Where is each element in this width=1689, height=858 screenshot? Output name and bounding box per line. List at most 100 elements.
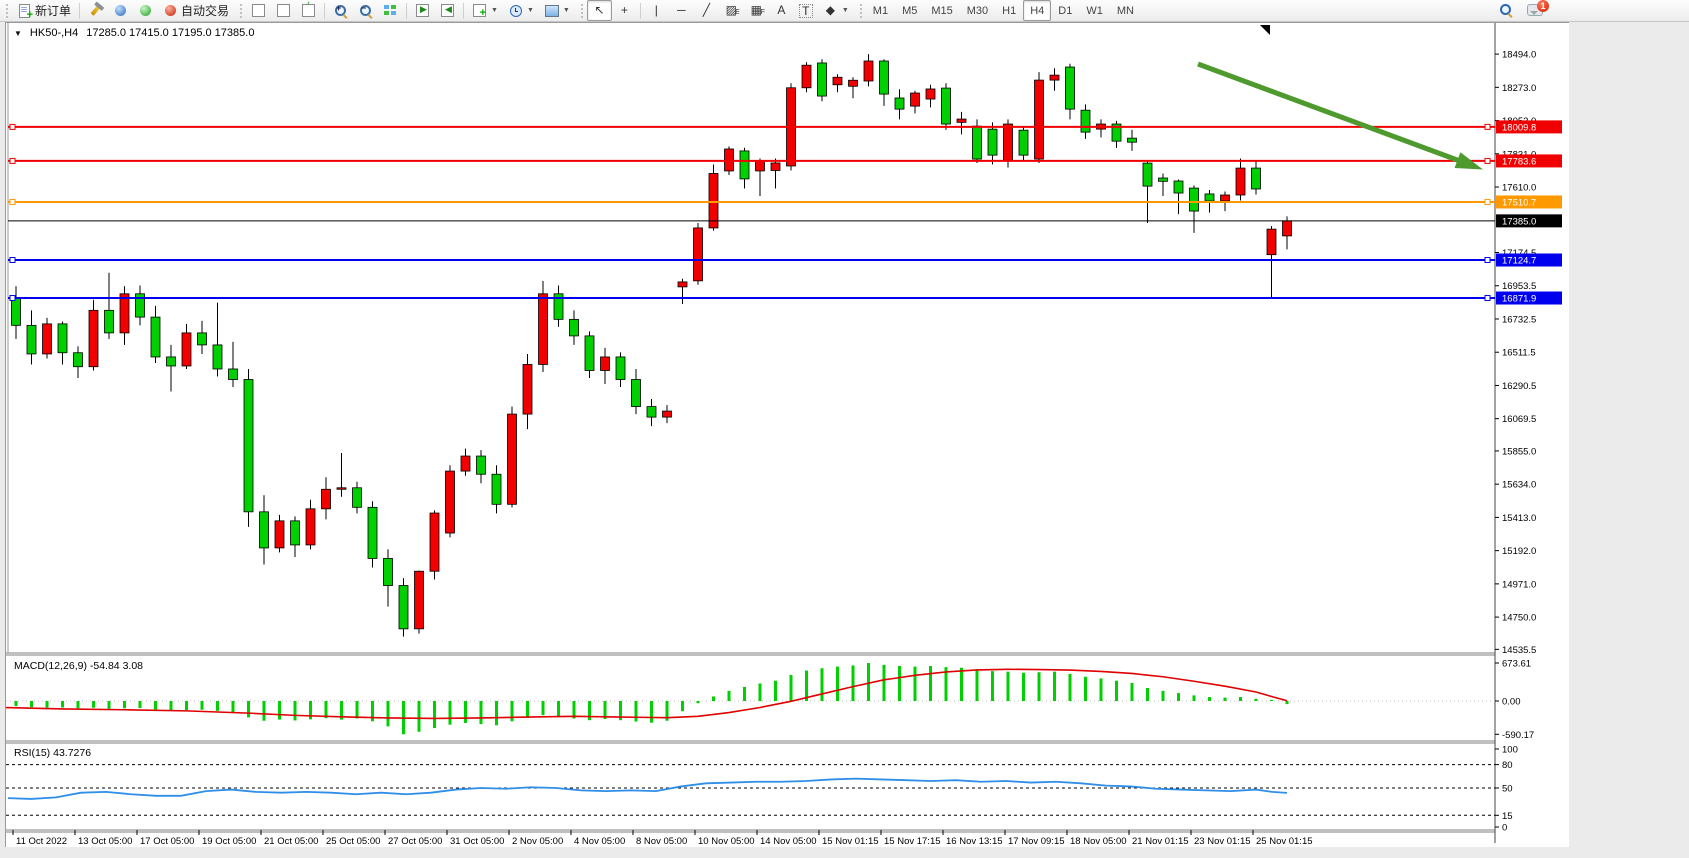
svg-text:14971.0: 14971.0 (1502, 579, 1536, 590)
svg-text:11 Oct 2022: 11 Oct 2022 (16, 836, 67, 845)
periods-button[interactable]: ▼ (503, 0, 539, 21)
metaeditor-icon (88, 3, 103, 18)
tab-timeframe-m15[interactable]: M15 (931, 4, 953, 17)
market-watch-button[interactable] (108, 0, 133, 21)
channel-button[interactable]: ▨ E (719, 0, 744, 21)
svg-text:15855.0: 15855.0 (1502, 446, 1536, 457)
equidistant-channel-icon: ▨ E (725, 3, 740, 17)
svg-text:17510.7: 17510.7 (1502, 197, 1536, 208)
bar-chart-icon (251, 3, 266, 18)
svg-text:31 Oct 05:00: 31 Oct 05:00 (450, 836, 504, 845)
svg-text:16953.5: 16953.5 (1502, 281, 1536, 292)
signals-button[interactable] (133, 0, 158, 21)
tab-timeframe-h4[interactable]: H4 (1023, 0, 1052, 21)
svg-text:13 Oct 05:00: 13 Oct 05:00 (78, 836, 132, 845)
tab-timeframe-h1[interactable]: H1 (1002, 4, 1017, 17)
timeframe-group: M1 M5 M15 M30 H1 H4 D1 W1 MN (866, 0, 1141, 21)
autotrading-icon (163, 3, 178, 18)
toolbar-grip (6, 3, 8, 18)
svg-text:10 Nov 05:00: 10 Nov 05:00 (698, 836, 755, 845)
svg-text:25 Oct 05:00: 25 Oct 05:00 (326, 836, 380, 845)
templates-button[interactable]: ▼ (539, 0, 575, 21)
tab-timeframe-d1[interactable]: D1 (1058, 4, 1073, 17)
symbol-label: HK50-,H4 (29, 27, 79, 39)
bar-chart-button[interactable] (246, 0, 271, 21)
vertical-line-button[interactable]: | (644, 0, 669, 21)
text-label-button[interactable]: T (794, 0, 818, 21)
tab-timeframe-m30[interactable]: M30 (966, 4, 989, 17)
tab-timeframe-m1[interactable]: M1 (872, 4, 889, 17)
autotrading-button[interactable]: 自动交易 (158, 0, 234, 21)
zoom-out-button[interactable]: − (353, 0, 378, 21)
svg-text:18 Nov 05:00: 18 Nov 05:00 (1070, 836, 1127, 845)
text-label-icon: T (798, 3, 813, 18)
cursor-tool-button[interactable]: ↖ (586, 0, 612, 21)
chat-badge: 1 (1537, 0, 1549, 12)
window-bottom-gap (0, 847, 1689, 858)
signals-icon (138, 3, 153, 18)
svg-text:18273.0: 18273.0 (1502, 83, 1536, 94)
tab-timeframe-mn[interactable]: MN (1116, 4, 1134, 17)
arrows-icon: ◆ (825, 3, 835, 17)
market-watch-icon (113, 3, 128, 18)
search-button[interactable] (1498, 2, 1513, 20)
svg-text:14750.0: 14750.0 (1502, 613, 1536, 624)
svg-text:15192.0: 15192.0 (1502, 546, 1536, 557)
svg-text:16732.5: 16732.5 (1502, 314, 1536, 325)
svg-text:16290.5: 16290.5 (1502, 381, 1536, 392)
periods-icon (508, 3, 523, 18)
tile-windows-button[interactable] (378, 0, 403, 21)
horizontal-line-button[interactable]: ─ (669, 0, 694, 21)
fibonacci-button[interactable]: ▦ F (744, 0, 769, 21)
svg-text:21 Oct 05:00: 21 Oct 05:00 (264, 836, 318, 845)
fibonacci-icon: ▦ F (750, 3, 765, 17)
svg-text:673.61: 673.61 (1502, 659, 1531, 670)
svg-text:16069.5: 16069.5 (1502, 414, 1536, 425)
tab-timeframe-w1[interactable]: W1 (1086, 4, 1103, 17)
tab-timeframe-m5[interactable]: M5 (902, 4, 918, 17)
chart-shift-icon: ◀ (440, 3, 455, 18)
svg-text:19 Oct 05:00: 19 Oct 05:00 (202, 836, 256, 845)
window-right-gap (1569, 22, 1689, 858)
macd-label: MACD(12,26,9) -54.84 3.08 (14, 660, 144, 672)
svg-text:17385.0: 17385.0 (1502, 216, 1536, 227)
chart-canvas[interactable]: 18494.018273.018052.017831.017610.017174… (6, 23, 1567, 845)
chart-shift-button[interactable]: ◀ (435, 0, 460, 21)
svg-text:16 Nov 13:15: 16 Nov 13:15 (946, 836, 1003, 845)
svg-text:17783.6: 17783.6 (1502, 156, 1536, 167)
arrows-tool-button[interactable]: ◆ ▼ (818, 0, 854, 21)
chart-window[interactable]: 18494.018273.018052.017831.017610.017174… (5, 22, 1570, 848)
zoom-out-icon: − (358, 3, 373, 18)
line-chart-button[interactable] (296, 0, 321, 21)
auto-scroll-icon: ▶ (415, 3, 430, 18)
svg-text:4 Nov 05:00: 4 Nov 05:00 (574, 836, 625, 845)
vertical-line-icon: | (654, 3, 658, 17)
templates-icon (544, 3, 559, 18)
zoom-in-button[interactable]: + (328, 0, 353, 21)
svg-text:8 Nov 05:00: 8 Nov 05:00 (636, 836, 687, 845)
auto-scroll-button[interactable]: ▶ (410, 0, 435, 21)
rsi-label: RSI(15) 43.7276 (14, 747, 92, 759)
new-order-button[interactable]: + 新订单 (12, 0, 76, 21)
cursor-icon: ↖ (594, 3, 605, 17)
svg-text:2 Nov 05:00: 2 Nov 05:00 (512, 836, 563, 845)
svg-text:15 Nov 01:15: 15 Nov 01:15 (822, 836, 879, 845)
crosshair-tool-button[interactable]: + (612, 0, 637, 21)
candlestick-button[interactable] (271, 0, 296, 21)
metaeditor-button[interactable] (83, 0, 108, 21)
svg-text:18494.0: 18494.0 (1502, 50, 1536, 61)
tile-windows-icon (383, 3, 398, 18)
svg-text:17 Oct 05:00: 17 Oct 05:00 (140, 836, 194, 845)
zoom-in-icon: + (333, 3, 348, 18)
chat-button[interactable]: 1 (1527, 0, 1551, 19)
indicators-button[interactable]: + ▼ (467, 0, 503, 21)
svg-text:15 Nov 17:15: 15 Nov 17:15 (884, 836, 941, 845)
trendline-button[interactable]: ╱ (694, 0, 719, 21)
crosshair-icon: + (620, 3, 628, 17)
text-icon: A (777, 3, 786, 17)
text-tool-button[interactable]: A (769, 0, 794, 21)
svg-text:0: 0 (1502, 823, 1507, 834)
collapse-triangle-icon[interactable]: ▼ (14, 28, 22, 38)
new-order-label: 新订单 (35, 4, 72, 18)
ohlc-values: 17285.0 17415.0 17195.0 17385.0 (86, 27, 255, 39)
